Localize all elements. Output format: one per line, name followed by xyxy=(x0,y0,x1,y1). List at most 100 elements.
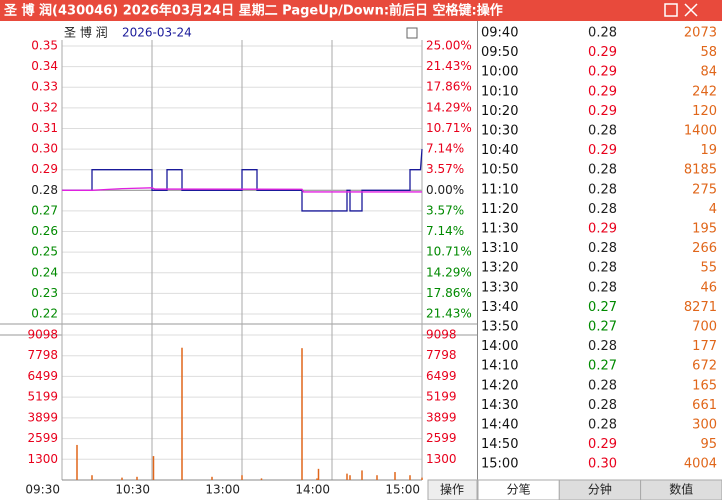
maximize-button[interactable] xyxy=(664,3,678,17)
trade-volume: 661 xyxy=(692,398,717,413)
trade-volume: 8271 xyxy=(684,300,717,315)
y-tick-label: 0.26 xyxy=(31,224,58,238)
trade-volume: 242 xyxy=(692,84,717,99)
trade-volume: 55 xyxy=(700,261,717,276)
volume-bar xyxy=(376,475,378,480)
trade-time: 15:00 xyxy=(481,457,518,472)
trade-price: 0.28 xyxy=(588,261,617,276)
trade-time: 13:30 xyxy=(481,280,518,295)
volume-bar xyxy=(409,475,411,480)
trade-price: 0.29 xyxy=(588,104,617,119)
trade-price: 0.29 xyxy=(588,222,617,237)
tab-label[interactable]: 分笔 xyxy=(507,482,531,497)
y2-tick-label: 6499 xyxy=(426,369,457,383)
y2-tick-label: 10.71% xyxy=(426,245,472,259)
trade-time: 10:50 xyxy=(481,163,518,178)
y2-tick-label: 21.43% xyxy=(426,59,472,73)
trade-time: 11:20 xyxy=(481,202,518,217)
trade-volume: 165 xyxy=(692,378,717,393)
stock-name: 圣 博 润 xyxy=(64,25,108,40)
trade-volume: 195 xyxy=(692,222,717,237)
y2-tick-label: 0.00% xyxy=(426,183,464,197)
toggle-icon[interactable] xyxy=(406,27,418,39)
trade-price: 0.28 xyxy=(588,182,617,197)
volume-bar xyxy=(91,475,93,480)
y2-tick-label: 3.57% xyxy=(426,162,464,176)
trade-time: 10:20 xyxy=(481,104,518,119)
y2-tick-label: 21.43% xyxy=(426,307,472,321)
volume-bar xyxy=(317,468,320,480)
tab-label[interactable]: 分钟 xyxy=(588,482,612,497)
y-tick-label: 0.31 xyxy=(31,121,58,135)
volume-bar xyxy=(121,477,123,480)
trade-volume: 300 xyxy=(692,418,717,433)
trade-time: 13:10 xyxy=(481,241,518,256)
trade-time: 11:30 xyxy=(481,222,518,237)
y2-tick-label: 10.71% xyxy=(426,121,472,135)
trade-volume: 266 xyxy=(692,241,717,256)
trade-time: 14:30 xyxy=(481,398,518,413)
y-tick-label: 0.28 xyxy=(31,183,58,197)
trade-volume: 1400 xyxy=(684,124,717,139)
y-tick-label: 0.27 xyxy=(31,203,58,217)
y-tick-label: 6499 xyxy=(27,369,58,383)
y-tick-label: 1300 xyxy=(27,452,58,466)
trade-volume: 275 xyxy=(692,182,717,197)
x-tick-label: 10:30 xyxy=(115,483,150,497)
y-tick-label: 0.33 xyxy=(31,80,58,94)
price-line xyxy=(62,149,423,212)
trade-time: 13:40 xyxy=(481,300,518,315)
trade-volume: 177 xyxy=(692,339,717,354)
y-tick-label: 0.24 xyxy=(31,265,58,279)
y-tick-label: 0.22 xyxy=(31,307,58,321)
trade-time: 09:50 xyxy=(481,45,518,60)
trade-volume: 58 xyxy=(700,45,717,60)
price-line xyxy=(62,187,422,193)
volume-bar xyxy=(241,475,243,480)
trade-price: 0.28 xyxy=(588,124,617,139)
y2-tick-label: 7.14% xyxy=(426,224,464,238)
trade-time: 14:20 xyxy=(481,378,518,393)
action-button-label[interactable]: 操作 xyxy=(440,482,464,497)
close-button[interactable] xyxy=(684,3,698,17)
y2-tick-label: 25.00% xyxy=(426,39,472,53)
trade-time: 14:50 xyxy=(481,437,518,452)
trade-volume: 46 xyxy=(700,280,717,295)
trade-price: 0.28 xyxy=(588,163,617,178)
trade-volume: 84 xyxy=(700,65,717,80)
y2-tick-label: 5199 xyxy=(426,390,457,404)
trade-volume: 4 xyxy=(709,202,717,217)
volume-bar xyxy=(394,472,396,480)
y2-tick-label: 7798 xyxy=(426,348,457,362)
trade-volume: 672 xyxy=(692,359,717,374)
volume-bar xyxy=(136,476,138,480)
y-tick-label: 0.29 xyxy=(31,162,58,176)
trade-time: 14:40 xyxy=(481,418,518,433)
y2-tick-label: 17.86% xyxy=(426,286,472,300)
trade-time: 09:40 xyxy=(481,26,518,41)
trade-price: 0.28 xyxy=(588,241,617,256)
trade-time: 10:30 xyxy=(481,124,518,139)
y2-tick-label: 7.14% xyxy=(426,142,464,156)
trade-price: 0.28 xyxy=(588,378,617,393)
trade-price: 0.29 xyxy=(588,65,617,80)
trade-volume: 95 xyxy=(700,437,717,452)
trade-price: 0.27 xyxy=(588,300,617,315)
trade-volume: 4004 xyxy=(684,457,717,472)
volume-bar xyxy=(361,470,363,480)
volume-bar xyxy=(301,348,303,480)
x-tick-label: 14:00 xyxy=(295,483,330,497)
volume-bar xyxy=(421,477,423,480)
volume-bar xyxy=(76,444,78,480)
volume-bar xyxy=(181,347,183,480)
x-tick-label: 13:00 xyxy=(205,483,240,497)
trade-volume: 8185 xyxy=(684,163,717,178)
trade-time: 10:10 xyxy=(481,84,518,99)
trade-time: 14:10 xyxy=(481,359,518,374)
tab-label[interactable]: 数值 xyxy=(669,482,693,497)
trade-price: 0.30 xyxy=(588,457,617,472)
y2-tick-label: 3.57% xyxy=(426,203,464,217)
trade-price: 0.28 xyxy=(588,26,617,41)
trade-time: 13:50 xyxy=(481,320,518,335)
y2-tick-label: 17.86% xyxy=(426,80,472,94)
